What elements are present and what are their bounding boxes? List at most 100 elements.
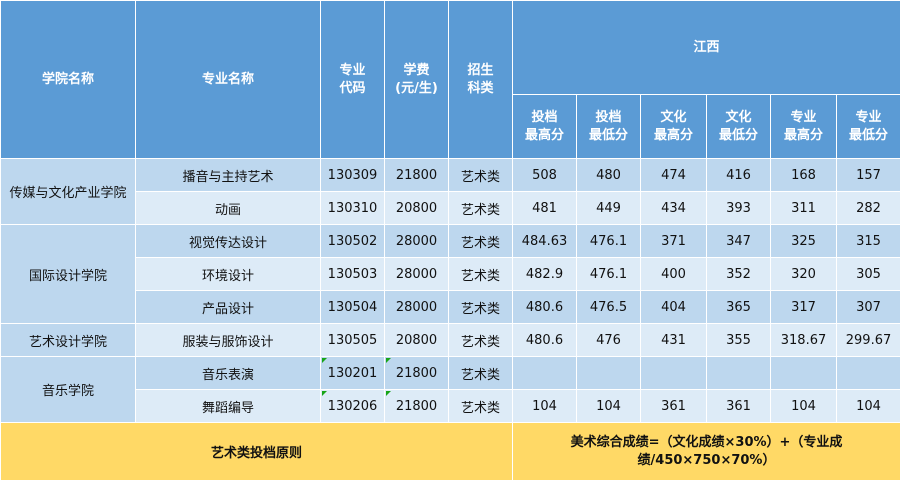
- score-cell: 320: [771, 258, 837, 291]
- header-score-1: 投档 最低分: [577, 95, 641, 159]
- category-cell: 艺术类: [449, 225, 513, 258]
- category-cell: 艺术类: [449, 390, 513, 423]
- code-cell: 130503: [321, 258, 385, 291]
- score-cell: 481: [513, 192, 577, 225]
- score-cell: 315: [837, 225, 900, 258]
- score-cell: 352: [707, 258, 771, 291]
- header-score-0: 投档 最高分: [513, 95, 577, 159]
- category-cell: 艺术类: [449, 324, 513, 357]
- major-cell: 环境设计: [136, 258, 321, 291]
- score-cell: 355: [707, 324, 771, 357]
- code-cell: 130310: [321, 192, 385, 225]
- score-cell: 361: [707, 390, 771, 423]
- college-cell: 国际设计学院: [1, 225, 136, 324]
- score-cell: 482.9: [513, 258, 577, 291]
- score-cell: 474: [641, 159, 707, 192]
- header-score-5: 专业 最低分: [837, 95, 900, 159]
- score-cell: 393: [707, 192, 771, 225]
- score-cell: 305: [837, 258, 900, 291]
- score-cell: 371: [641, 225, 707, 258]
- header-major: 专业名称: [136, 1, 321, 159]
- fee-cell: 20800: [385, 324, 449, 357]
- score-cell: 307: [837, 291, 900, 324]
- header-score-3: 文化 最低分: [707, 95, 771, 159]
- major-cell: 动画: [136, 192, 321, 225]
- score-cell: 416: [707, 159, 771, 192]
- category-cell: 艺术类: [449, 258, 513, 291]
- score-cell: [577, 357, 641, 390]
- header-score-4: 专业 最高分: [771, 95, 837, 159]
- score-cell: 104: [577, 390, 641, 423]
- college-cell: 传媒与文化产业学院: [1, 159, 136, 225]
- score-cell: 317: [771, 291, 837, 324]
- fee-cell: 28000: [385, 225, 449, 258]
- score-cell: [513, 357, 577, 390]
- code-cell: 130504: [321, 291, 385, 324]
- score-cell: [771, 357, 837, 390]
- score-cell: 508: [513, 159, 577, 192]
- major-cell: 播音与主持艺术: [136, 159, 321, 192]
- score-cell: 365: [707, 291, 771, 324]
- score-cell: 347: [707, 225, 771, 258]
- score-cell: 282: [837, 192, 900, 225]
- score-cell: [707, 357, 771, 390]
- score-cell: 168: [771, 159, 837, 192]
- header-code: 专业 代码: [321, 1, 385, 159]
- table-row: 音乐学院 音乐表演 130201 21800 艺术类: [1, 357, 900, 390]
- fee-cell: 28000: [385, 258, 449, 291]
- category-cell: 艺术类: [449, 291, 513, 324]
- major-cell: 舞蹈编导: [136, 390, 321, 423]
- score-cell: 484.63: [513, 225, 577, 258]
- code-cell: 130309: [321, 159, 385, 192]
- score-cell: 434: [641, 192, 707, 225]
- score-cell: 404: [641, 291, 707, 324]
- score-cell: 104: [513, 390, 577, 423]
- score-cell: 157: [837, 159, 900, 192]
- major-cell: 音乐表演: [136, 357, 321, 390]
- table-row: 传媒与文化产业学院 播音与主持艺术 130309 21800 艺术类 508 4…: [1, 159, 900, 192]
- fee-cell: 21800: [385, 159, 449, 192]
- header-province: 江西: [513, 1, 900, 95]
- score-cell: 480.6: [513, 324, 577, 357]
- code-cell: 130206: [321, 390, 385, 423]
- score-cell: 104: [771, 390, 837, 423]
- score-cell: 318.67: [771, 324, 837, 357]
- footer-formula: 美术综合成绩=（文化成绩×30%）+（专业成绩/450×750×70%）: [513, 423, 900, 481]
- table-row: 国际设计学院 视觉传达设计 130502 28000 艺术类 484.63 47…: [1, 225, 900, 258]
- table-row: 环境设计 130503 28000 艺术类 482.9 476.1 400 35…: [1, 258, 900, 291]
- score-cell: 476.5: [577, 291, 641, 324]
- header-college: 学院名称: [1, 1, 136, 159]
- score-cell: 449: [577, 192, 641, 225]
- major-cell: 服装与服饰设计: [136, 324, 321, 357]
- score-cell: [641, 357, 707, 390]
- code-cell: 130505: [321, 324, 385, 357]
- fee-cell: 28000: [385, 291, 449, 324]
- score-cell: 476: [577, 324, 641, 357]
- score-cell: 311: [771, 192, 837, 225]
- score-cell: [837, 357, 900, 390]
- table-row: 动画 130310 20800 艺术类 481 449 434 393 311 …: [1, 192, 900, 225]
- fee-cell: 21800: [385, 357, 449, 390]
- college-cell: 艺术设计学院: [1, 324, 136, 357]
- major-cell: 视觉传达设计: [136, 225, 321, 258]
- score-cell: 400: [641, 258, 707, 291]
- score-cell: 325: [771, 225, 837, 258]
- fee-cell: 21800: [385, 390, 449, 423]
- major-cell: 产品设计: [136, 291, 321, 324]
- table-row: 产品设计 130504 28000 艺术类 480.6 476.5 404 36…: [1, 291, 900, 324]
- score-cell: 104: [837, 390, 900, 423]
- score-cell: 361: [641, 390, 707, 423]
- table-row: 舞蹈编导 130206 21800 艺术类 104 104 361 361 10…: [1, 390, 900, 423]
- code-cell: 130502: [321, 225, 385, 258]
- score-cell: 480.6: [513, 291, 577, 324]
- category-cell: 艺术类: [449, 159, 513, 192]
- header-fee: 学费 (元/生): [385, 1, 449, 159]
- code-cell: 130201: [321, 357, 385, 390]
- score-cell: 476.1: [577, 225, 641, 258]
- score-cell: 476.1: [577, 258, 641, 291]
- score-cell: 299.67: [837, 324, 900, 357]
- header-category: 招生 科类: [449, 1, 513, 159]
- college-cell: 音乐学院: [1, 357, 136, 423]
- score-cell: 480: [577, 159, 641, 192]
